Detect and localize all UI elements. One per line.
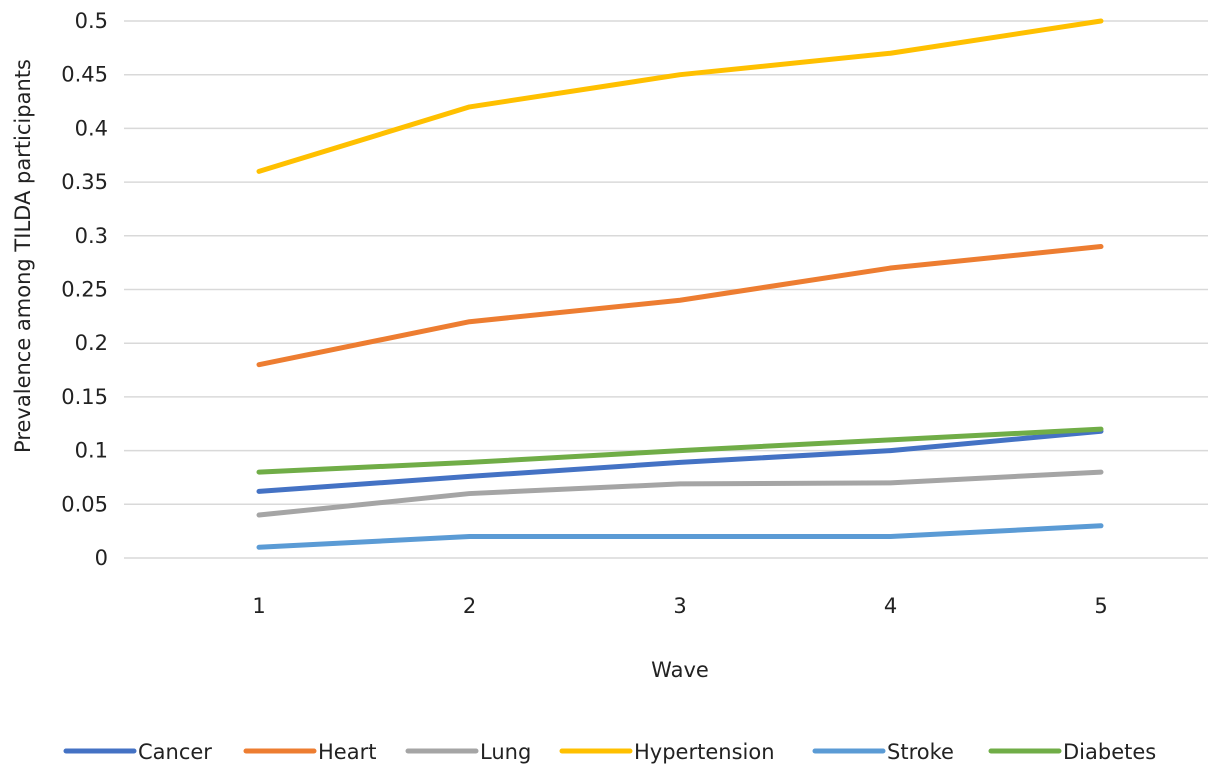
y-axis-ticks: 0 0.05 0.1 0.15 0.2 0.25 0.3 0.35 0.4 0.45 0.5: [61, 9, 108, 570]
legend-label-hypertension: Hypertension: [634, 740, 775, 764]
series-line-lung: [256, 469, 1104, 518]
gridlines: [124, 20, 1208, 559]
y-axis-title: Prevalence among TILDA participants: [11, 59, 35, 453]
series-line-stroke: [256, 523, 1104, 550]
y-tick-label: 0.5: [75, 9, 108, 33]
y-tick-label: 0.1: [75, 439, 108, 463]
y-tick-label: 0: [95, 546, 108, 570]
x-tick-label: 2: [463, 594, 476, 618]
series-lines: [256, 18, 1104, 550]
y-tick-label: 0.35: [61, 170, 108, 194]
x-axis-title: Wave: [651, 658, 709, 682]
legend-label-stroke: Stroke: [887, 740, 954, 764]
series-line-heart: [256, 244, 1104, 368]
x-tick-label: 5: [1094, 594, 1107, 618]
series-line-hypertension: [256, 18, 1104, 174]
y-tick-label: 0.45: [61, 63, 108, 87]
y-tick-label: 0.2: [75, 331, 108, 355]
x-axis-ticks: 1 2 3 4 5: [252, 594, 1107, 618]
x-tick-label: 1: [252, 594, 265, 618]
legend-label-heart: Heart: [318, 740, 376, 764]
x-tick-label: 3: [673, 594, 686, 618]
legend-label-lung: Lung: [480, 740, 531, 764]
y-tick-label: 0.25: [61, 278, 108, 302]
legend: Cancer Heart Lung Hypertension Stroke Diabete…: [63, 740, 1156, 764]
legend-label-diabetes: Diabetes: [1063, 740, 1156, 764]
y-tick-label: 0.3: [75, 224, 108, 248]
y-tick-label: 0.4: [75, 116, 108, 140]
legend-label-cancer: Cancer: [138, 740, 212, 764]
series-line-diabetes: [256, 426, 1104, 475]
x-tick-label: 4: [884, 594, 897, 618]
y-tick-label: 0.05: [61, 492, 108, 516]
series-line-cancer: [256, 428, 1104, 494]
y-tick-label: 0.15: [61, 385, 108, 409]
